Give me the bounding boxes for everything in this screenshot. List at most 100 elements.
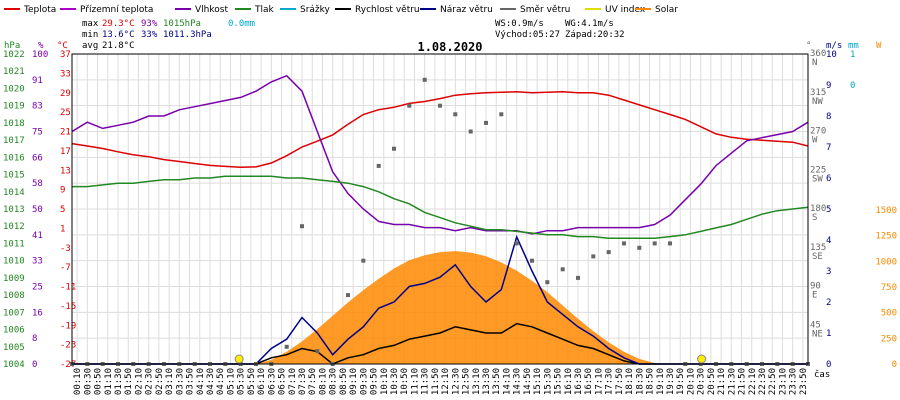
unit-watt: W (876, 41, 882, 51)
unit-time: čas (814, 369, 830, 380)
series-solar-area (72, 251, 808, 364)
series-vlhkost-line (71, 74, 809, 235)
tick-percent: 91 (32, 76, 43, 86)
series-direction-point (514, 241, 519, 246)
axis-ticks: 1022102110201019101810171016101510141013… (3, 49, 897, 395)
stat-sunset: Západ:20:32 (565, 30, 625, 40)
legend-label: Rychlost větru (355, 5, 420, 15)
tick-time: 20:50 (707, 368, 717, 395)
tick-ms: 5 (826, 205, 831, 215)
tick-ms: 0 (826, 360, 831, 370)
tick-time: 07:30 (298, 368, 308, 395)
tick-direction: 135 (810, 243, 826, 253)
tick-time: 16:30 (574, 368, 584, 395)
tick-percent: 100 (32, 50, 48, 60)
tick-celsius: -11 (60, 283, 76, 293)
stat-min-temp: 13.6°C (102, 30, 135, 40)
tick-hpa: 1014 (3, 188, 25, 198)
tick-time: 14:30 (513, 368, 523, 395)
tick-time: 03:50 (186, 368, 196, 395)
tick-percent: 0 (32, 360, 37, 370)
tick-direction: 270 (810, 127, 826, 137)
tick-time: 15:10 (533, 368, 543, 395)
stat-ws: WS:0.9m/s (495, 19, 544, 29)
tick-percent: 83 (32, 102, 43, 112)
tick-ms: 3 (826, 267, 831, 277)
sunrise-marker (234, 354, 244, 364)
tick-time: 02:10 (134, 368, 144, 395)
tick-celsius: -7 (60, 263, 71, 273)
series-direction-point (361, 258, 366, 263)
tick-hpa: 1008 (3, 291, 25, 301)
tick-time: 23:50 (799, 368, 809, 395)
tick-percent: 75 (32, 128, 43, 138)
tick-time: 22:30 (758, 368, 768, 395)
tick-hpa: 1011 (3, 239, 25, 249)
legend-label: Srážky (300, 5, 331, 15)
series-direction-point (438, 103, 442, 108)
tick-celsius: 29 (60, 89, 71, 99)
tick-time: 00:50 (94, 368, 104, 395)
tick-direction: 315 (810, 88, 826, 98)
tick-time: 06:50 (278, 368, 288, 395)
tick-hpa: 1012 (3, 222, 25, 232)
tick-time: 02:50 (155, 368, 165, 395)
tick-time: 08:50 (339, 368, 349, 395)
tick-time: 23:30 (789, 368, 799, 395)
tick-time: 07:10 (288, 368, 298, 395)
tick-time: 13:50 (492, 368, 502, 395)
tick-percent: 50 (32, 205, 43, 215)
tick-percent: 8 (32, 334, 37, 344)
tick-ms: 7 (826, 143, 831, 153)
tick-hpa: 1018 (3, 119, 25, 129)
unit-hpa: hPa (4, 41, 20, 51)
series-direction-point (346, 293, 350, 298)
series-direction-point (545, 280, 550, 285)
stat-max-temp: 29.3°C (102, 19, 135, 29)
series-direction-point (468, 129, 473, 134)
tick-time: 17:10 (594, 368, 604, 395)
tick-time: 14:50 (523, 368, 533, 395)
tick-ms: 10 (826, 50, 837, 60)
tick-time: 21:30 (727, 368, 737, 395)
tick-celsius: 21 (60, 128, 71, 138)
unit-direction: ° (806, 41, 811, 51)
series-direction-point (652, 241, 657, 246)
tick-celsius: 13 (60, 166, 71, 176)
tick-time: 19:30 (666, 368, 676, 395)
tick-time: 17:30 (605, 368, 615, 395)
tick-time: 07:50 (308, 368, 318, 395)
tick-percent: 16 (32, 308, 43, 318)
tick-time: 05:50 (247, 368, 257, 395)
stat-sunrise: Východ:05:27 (495, 30, 560, 40)
tick-ms: 8 (826, 112, 831, 122)
tick-time: 10:30 (390, 368, 400, 395)
tick-time: 11:10 (410, 368, 420, 395)
series-direction-point (622, 241, 626, 246)
stat-min-hum: 33% (141, 30, 158, 40)
tick-time: 10:50 (400, 368, 410, 395)
tick-percent: 33 (32, 257, 43, 267)
tick-time: 02:30 (145, 368, 155, 395)
series-direction-point (576, 275, 580, 280)
tick-time: 16:10 (564, 368, 574, 395)
tick-celsius: -19 (60, 321, 76, 331)
tick-watt: 1500 (875, 206, 897, 216)
tick-celsius: 1 (60, 224, 65, 234)
tick-time: 10:10 (380, 368, 390, 395)
tick-time: 15:30 (543, 368, 553, 395)
tick-direction-label: W (812, 136, 818, 146)
tick-time: 03:30 (175, 368, 185, 395)
tick-percent: 41 (32, 231, 43, 241)
tick-direction: 225 (810, 165, 826, 175)
stat-max-hum: 93% (141, 19, 158, 29)
tick-hpa: 1015 (3, 171, 25, 181)
series-direction-point (376, 163, 381, 168)
tick-direction-label: S (812, 213, 817, 223)
tick-celsius: 5 (60, 205, 65, 215)
tick-time: 22:10 (748, 368, 758, 395)
series-direction-point (407, 103, 412, 108)
tick-direction: 180 (810, 204, 826, 214)
tick-percent: 25 (32, 283, 43, 293)
